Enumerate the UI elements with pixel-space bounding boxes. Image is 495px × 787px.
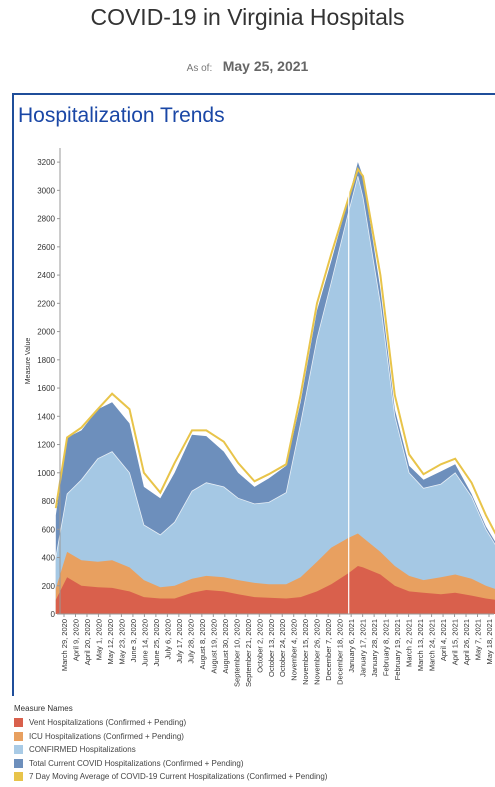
x-tick-label: October 13, 2020 <box>267 619 276 677</box>
hospitalization-trends-chart[interactable]: 0 200 400 600 800 1000 1200 1400 1600 1800 2000 220… <box>14 140 495 696</box>
x-tick-label: January 6, 2021 <box>347 619 356 673</box>
x-tick-label: June 3, 2020 <box>129 619 138 662</box>
y-tick-label: 2000 <box>37 328 55 337</box>
legend-item-total[interactable]: Total Current COVID Hospitalizations (Co… <box>14 757 494 771</box>
line-series-group <box>54 148 495 614</box>
area-confirmed[interactable] <box>55 176 495 614</box>
legend-swatch-vent <box>14 718 23 728</box>
y-tick-label: 2200 <box>37 299 55 308</box>
x-tick-label: May 23, 2020 <box>117 619 126 664</box>
legend-label-total: Total Current COVID Hospitalizations (Co… <box>29 758 244 768</box>
legend-label-icu: ICU Hospitalizations (Confirmed + Pendin… <box>29 731 184 741</box>
page-title: COVID-19 in Virginia Hospitals <box>90 4 405 30</box>
legend-swatch-total <box>14 758 23 768</box>
x-tick-label: July 6, 2020 <box>163 619 172 659</box>
legend-label-confirmed: CONFIRMED Hospitalizations <box>29 745 136 755</box>
legend-swatch-confirmed <box>14 745 23 755</box>
x-tick-label: April 26, 2021 <box>462 619 471 665</box>
y-tick-label: 0 <box>51 610 56 619</box>
legend-item-confirmed[interactable]: CONFIRMED Hospitalizations <box>14 743 494 757</box>
x-tick-label: May 12, 2020 <box>106 619 115 664</box>
x-tick-label: March 29, 2020 <box>60 619 69 671</box>
y-tick-label: 1800 <box>37 356 55 365</box>
x-tick-label: June 25, 2020 <box>152 619 161 667</box>
x-tick-label: November 26, 2020 <box>313 619 322 685</box>
line-confirmed-edge <box>55 176 495 558</box>
x-tick-label: May 1, 2020 <box>95 619 104 660</box>
legend-item-vent[interactable]: Vent Hospitalizations (Confirmed + Pendi… <box>14 716 494 730</box>
y-tick-label: 400 <box>42 554 56 563</box>
x-tick-label: July 17, 2020 <box>175 619 184 664</box>
x-tick-label: February 19, 2021 <box>393 619 402 680</box>
x-tick-label: April 9, 2020 <box>72 619 81 661</box>
x-tick-label: April 4, 2021 <box>439 619 448 661</box>
y-tick-label: 2400 <box>37 271 55 280</box>
y-tick-label: 2600 <box>37 243 55 252</box>
x-tick-label: January 17, 2021 <box>359 619 368 677</box>
x-tick-label: April 20, 2020 <box>83 619 92 665</box>
x-tick-label: August 8, 2020 <box>198 619 207 669</box>
y-tick-label: 800 <box>42 497 56 506</box>
as-of-label: As of: <box>186 63 213 74</box>
x-tick-label: March 2, 2021 <box>405 619 414 667</box>
y-tick-label: 1400 <box>37 412 55 421</box>
legend-item-icu[interactable]: ICU Hospitalizations (Confirmed + Pendin… <box>14 730 494 744</box>
y-tick-label: 3000 <box>37 186 55 195</box>
y-axis-label: Measure Value <box>25 338 32 385</box>
area-vent[interactable] <box>55 566 495 614</box>
x-tick-label: November 4, 2020 <box>290 619 299 681</box>
x-tick-label: March 13, 2021 <box>416 619 425 671</box>
x-tick-label: May 7, 2021 <box>474 619 483 660</box>
x-tick-label: February 8, 2021 <box>382 619 391 676</box>
x-tick-label: December 7, 2020 <box>324 619 333 681</box>
x-tick-label: September 21, 2020 <box>244 619 253 687</box>
legend-label-vent: Vent Hospitalizations (Confirmed + Pendi… <box>29 718 187 728</box>
legend-title: Measure Names <box>14 704 73 713</box>
x-tick-label: November 15, 2020 <box>301 619 310 685</box>
x-tick-label: January 28, 2021 <box>370 619 379 677</box>
legend-swatch-icu <box>14 731 23 741</box>
chart-title: Hospitalization Trends <box>18 104 225 127</box>
y-tick-label: 600 <box>42 525 56 534</box>
x-tick-label: December 18, 2020 <box>336 619 345 685</box>
y-tick-label: 1000 <box>37 469 55 478</box>
legend-item-moving-average[interactable]: 7 Day Moving Average of COVID-19 Current… <box>14 770 494 784</box>
axes-group: 0 200 400 600 800 1000 1200 1400 1600 1800 2000 220… <box>37 148 494 687</box>
area-series-group <box>55 162 495 614</box>
x-tick-label: September 10, 2020 <box>232 619 241 687</box>
legend-swatch-moving-average <box>14 772 23 782</box>
y-tick-label: 200 <box>42 582 56 591</box>
chart-panel <box>12 93 495 696</box>
x-tick-label: June 14, 2020 <box>140 619 149 667</box>
as-of-date: May 25, 2021 <box>222 58 309 74</box>
x-tick-label: March 24, 2021 <box>428 619 437 671</box>
x-tick-label: August 30, 2020 <box>221 619 230 674</box>
x-tick-label: October 24, 2020 <box>278 619 287 677</box>
line-moving-average[interactable] <box>54 167 495 535</box>
x-tick-label: August 19, 2020 <box>209 619 218 674</box>
y-tick-label: 2800 <box>37 215 55 224</box>
legend-label-moving-average: 7 Day Moving Average of COVID-19 Current… <box>29 772 328 782</box>
y-tick-label: 3200 <box>37 158 55 167</box>
x-tick-label: July 28, 2020 <box>186 619 195 664</box>
y-tick-label: 1200 <box>37 441 55 450</box>
x-tick-label: May 18, 2021 <box>485 619 494 664</box>
x-tick-label: October 2, 2020 <box>255 619 264 673</box>
x-tick-label: April 15, 2021 <box>451 619 460 665</box>
legend: Measure Names Vent Hospitalizations (Con… <box>14 704 494 784</box>
y-tick-label: 1600 <box>37 384 55 393</box>
as-of-row: As of: May 25, 2021 <box>0 58 495 76</box>
